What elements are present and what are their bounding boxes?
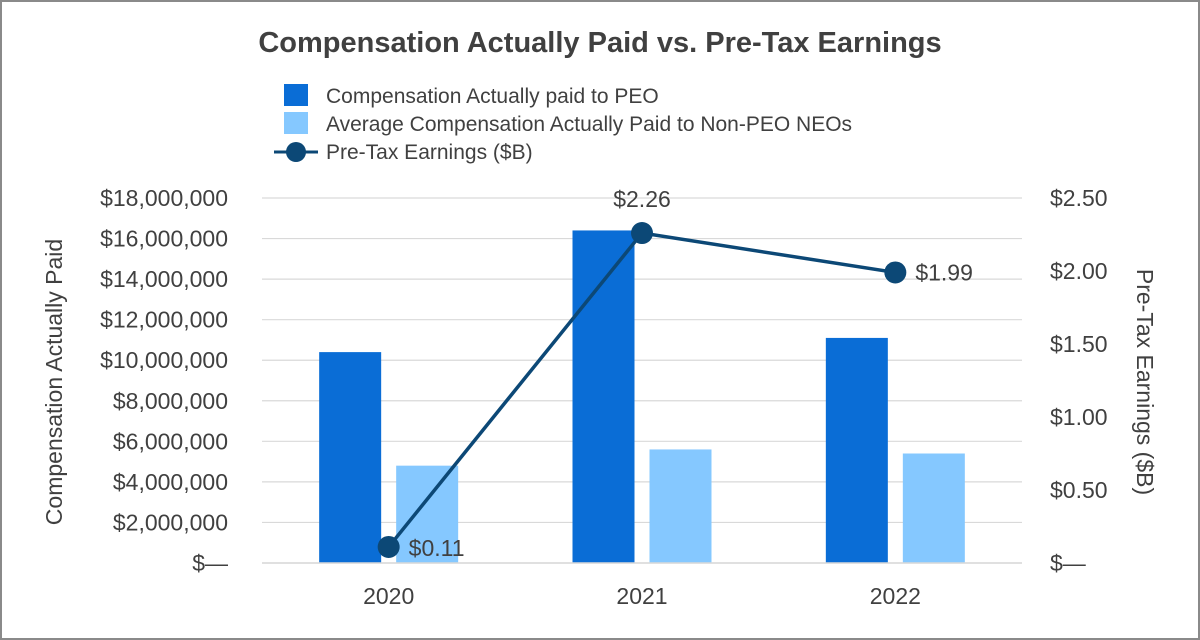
y-tick-label: $2,000,000 bbox=[113, 509, 228, 535]
legend: Compensation Actually paid to PEO Averag… bbox=[274, 84, 852, 164]
x-tick-label: 2021 bbox=[616, 583, 667, 609]
legend-label-non-peo: Average Compensation Actually Paid to No… bbox=[326, 113, 852, 136]
bar-non-peo bbox=[902, 453, 965, 563]
bar-non-peo bbox=[396, 465, 459, 563]
y-axis-left: $— $2,000,000 $4,000,000 $6,000,000 $8,000,0… bbox=[100, 185, 228, 576]
earnings-line-path bbox=[387, 231, 896, 549]
y-tick-label: $16,000,000 bbox=[100, 226, 228, 252]
legend-label-peo: Compensation Actually paid to PEO bbox=[326, 85, 659, 108]
y2-tick-label: $1.50 bbox=[1050, 331, 1108, 357]
bar-peo bbox=[825, 337, 888, 563]
y2-axis-title: Pre-Tax Earnings ($B) bbox=[1132, 269, 1158, 495]
earnings-point bbox=[631, 222, 653, 245]
y2-tick-label: $2.00 bbox=[1050, 258, 1108, 284]
x-tick-label: 2020 bbox=[363, 583, 414, 609]
y-tick-label: $14,000,000 bbox=[100, 266, 228, 292]
legend-marker-earnings bbox=[286, 142, 306, 162]
y-tick-label: $8,000,000 bbox=[113, 388, 228, 414]
legend-label-earnings: Pre-Tax Earnings ($B) bbox=[326, 141, 533, 164]
bar-peo bbox=[572, 230, 635, 563]
bars bbox=[319, 230, 965, 563]
y-tick-label: $— bbox=[192, 550, 228, 576]
y2-tick-label: $1.00 bbox=[1050, 404, 1108, 430]
y-tick-label: $18,000,000 bbox=[100, 185, 228, 211]
y2-tick-label: $2.50 bbox=[1050, 185, 1108, 211]
y-tick-label: $4,000,000 bbox=[113, 469, 228, 495]
y2-tick-label: $0.50 bbox=[1050, 477, 1108, 503]
earnings-data-label: $0.11 bbox=[409, 535, 465, 561]
y-axis-right: $— $0.50 $1.00 $1.50 $2.00 $2.50 bbox=[1050, 185, 1108, 576]
bar-peo bbox=[319, 352, 382, 563]
bar-non-peo bbox=[649, 449, 712, 563]
y-axis-title: Compensation Actually Paid bbox=[41, 239, 67, 525]
earnings-data-label: $2.26 bbox=[613, 186, 671, 212]
earnings-point bbox=[884, 261, 907, 284]
legend-swatch-peo bbox=[284, 84, 308, 106]
y-tick-label: $6,000,000 bbox=[113, 428, 228, 454]
earnings-line: $0.11 $2.26 $1.99 bbox=[377, 186, 973, 561]
earnings-point bbox=[377, 535, 400, 558]
earnings-data-label: $1.99 bbox=[915, 259, 973, 285]
legend-swatch-non-peo bbox=[284, 112, 308, 134]
x-axis: 2020 2021 2022 bbox=[262, 562, 1022, 609]
y-tick-label: $10,000,000 bbox=[100, 347, 228, 373]
y2-tick-label: $— bbox=[1050, 550, 1086, 576]
x-tick-label: 2022 bbox=[870, 583, 921, 609]
chart-title: Compensation Actually Paid vs. Pre-Tax E… bbox=[258, 27, 941, 59]
y-tick-label: $12,000,000 bbox=[100, 307, 228, 333]
